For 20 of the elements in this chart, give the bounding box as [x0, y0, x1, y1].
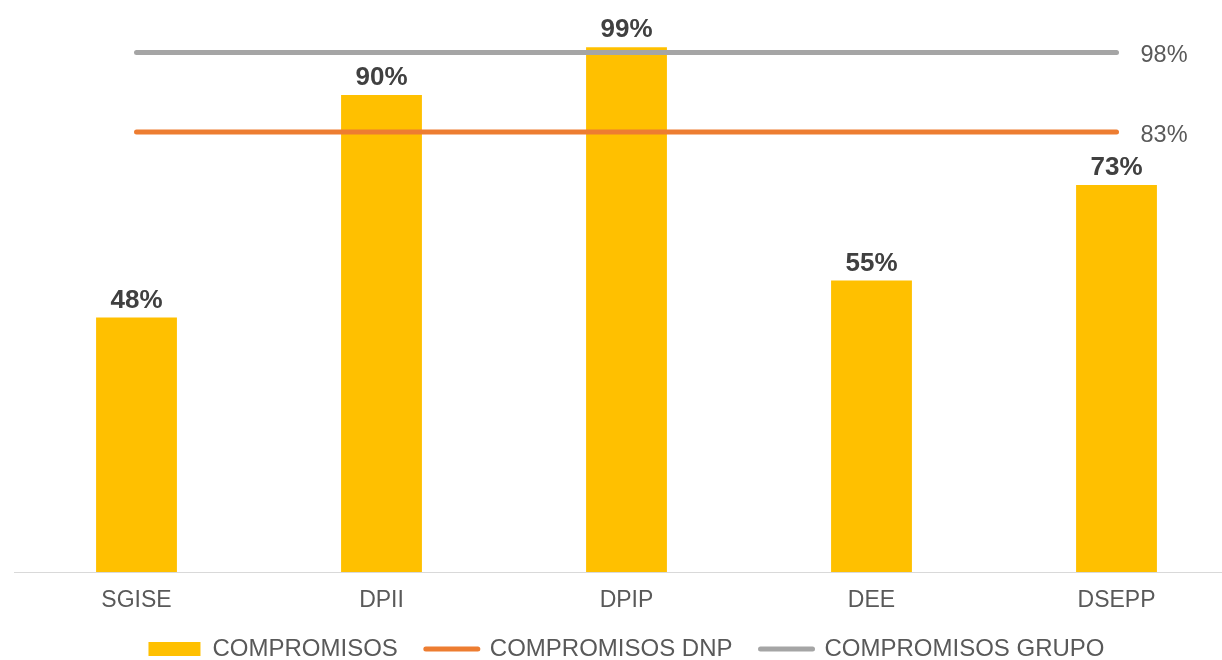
data-label: 73%: [1090, 151, 1143, 182]
data-label: 55%: [845, 246, 898, 277]
data-label: 98%: [1140, 41, 1188, 68]
legend-label: COMPROMISOS DNP: [489, 633, 733, 660]
x-tick-label: DPII: [359, 585, 404, 612]
bar: [341, 95, 422, 572]
legend-label: COMPROMISOS GRUPO: [824, 633, 1105, 660]
x-tick-label: DPIP: [599, 585, 654, 612]
legend-label: COMPROMISOS: [212, 633, 398, 660]
data-label: 99%: [600, 13, 653, 44]
bar: [586, 47, 667, 572]
data-label: 83%: [1140, 120, 1188, 147]
x-tick-label: SGISE: [101, 585, 172, 612]
x-tick-label: DEE: [847, 585, 896, 612]
data-label: 48%: [110, 283, 163, 314]
data-label: 90%: [355, 61, 408, 92]
bar: [1076, 185, 1157, 572]
bar: [831, 280, 912, 572]
x-tick-label: DSEPP: [1077, 585, 1156, 612]
bar: [96, 317, 177, 572]
